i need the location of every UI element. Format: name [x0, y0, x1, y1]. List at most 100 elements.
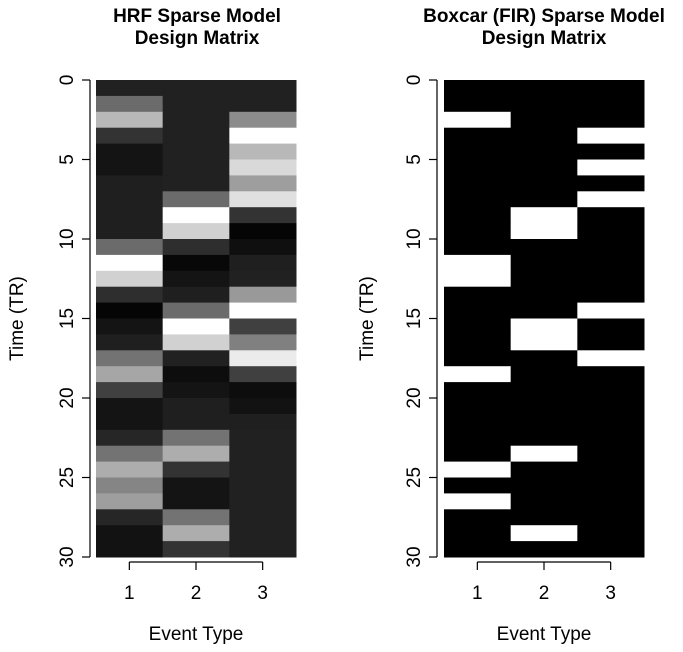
heatmap-cell — [510, 413, 578, 431]
heatmap-cell — [162, 509, 230, 526]
heatmap-cell — [444, 223, 512, 240]
heatmap-cell — [510, 254, 578, 272]
heatmap-cell — [229, 175, 297, 192]
heatmap-cell — [96, 111, 164, 129]
heatmap-cell — [510, 541, 578, 558]
heatmap-cell — [510, 366, 578, 383]
heatmap-cell — [229, 286, 297, 304]
x-tick-label: 1 — [124, 583, 135, 604]
heatmap-cell — [96, 398, 164, 415]
heatmap-cell — [162, 223, 230, 240]
heatmap-cell — [162, 382, 230, 399]
heatmap-cell — [229, 477, 297, 494]
heatmap-cell — [510, 191, 578, 208]
chart-title-line: HRF Sparse Model — [113, 6, 281, 27]
heatmap-cell — [444, 398, 512, 415]
heatmap-cell — [96, 302, 164, 319]
heatmap-cell — [444, 318, 512, 335]
heatmap-cell — [96, 429, 164, 447]
heatmap-cell — [229, 445, 297, 463]
heatmap-cell — [229, 429, 297, 447]
heatmap-cell — [444, 366, 512, 383]
heatmap-cell — [510, 207, 578, 224]
y-tick-label: 30 — [57, 546, 78, 567]
heatmap-cell — [229, 127, 297, 145]
heatmap-cell — [96, 127, 164, 145]
heatmap-cell — [96, 413, 164, 431]
chart-title-line: Design Matrix — [482, 28, 607, 49]
heatmap-cell — [162, 191, 230, 208]
heatmap-cell — [229, 239, 297, 256]
heatmap-cell — [444, 254, 512, 272]
heatmap-cell — [162, 254, 230, 272]
heatmap-cell — [577, 239, 645, 256]
heatmap-cell — [577, 413, 645, 431]
heatmap-cell — [510, 223, 578, 240]
heatmap-cell — [229, 413, 297, 431]
heatmap-cell — [229, 302, 297, 319]
heatmap-cell — [510, 127, 578, 145]
heatmap-cell — [96, 350, 164, 367]
heatmap-cell — [96, 445, 164, 463]
y-tick-label: 5 — [404, 154, 425, 165]
heatmap-cell — [444, 509, 512, 526]
heatmap-cell — [444, 111, 512, 129]
heatmap-cell — [577, 477, 645, 494]
heatmap-cell — [162, 95, 230, 113]
heatmap-cell — [510, 302, 578, 319]
heatmap-cell — [577, 366, 645, 383]
heatmap-cell — [96, 382, 164, 399]
heatmap-cell — [96, 207, 164, 224]
heatmap-cell — [510, 286, 578, 304]
heatmap-cell — [229, 541, 297, 558]
heatmap-cell — [444, 175, 512, 192]
heatmap-cell — [577, 111, 645, 129]
heatmap-cell — [96, 366, 164, 383]
y-tick-label: 10 — [404, 228, 425, 249]
heatmap-cell — [577, 318, 645, 335]
heatmap-cell — [96, 477, 164, 494]
heatmap-cell — [229, 493, 297, 510]
heatmap-cell — [577, 270, 645, 288]
y-tick-label: 25 — [404, 467, 425, 488]
heatmap-cell — [96, 223, 164, 240]
x-axis-label: Event Type — [149, 624, 244, 645]
heatmap-cell — [96, 541, 164, 558]
heatmap-cell — [229, 191, 297, 208]
heatmap-cell — [162, 350, 230, 367]
heatmap-cell — [577, 95, 645, 113]
heatmap-cell — [96, 286, 164, 304]
heatmap-cell — [510, 334, 578, 351]
heatmap-cell — [162, 270, 230, 288]
heatmap-cell — [577, 541, 645, 558]
heatmap-cell — [510, 270, 578, 288]
heatmap-cell — [96, 334, 164, 351]
heatmap-cell — [162, 318, 230, 335]
heatmap-cell — [229, 525, 297, 542]
heatmap-cell — [510, 445, 578, 463]
heatmap-cell — [162, 413, 230, 431]
heatmap-cell — [162, 302, 230, 319]
heatmap-cell — [162, 477, 230, 494]
heatmap-cell — [162, 398, 230, 415]
heatmap-cell — [96, 80, 164, 97]
heatmap-cell — [577, 461, 645, 478]
x-tick-label: 3 — [257, 583, 268, 604]
heatmap-cell — [444, 127, 512, 145]
heatmap-cell — [444, 207, 512, 224]
x-tick-label: 1 — [472, 583, 483, 604]
heatmap-cell — [162, 175, 230, 192]
x-axis-label: Event Type — [497, 624, 592, 645]
heatmap-cell — [510, 509, 578, 526]
heatmap-cell — [577, 223, 645, 240]
heatmap-cell — [444, 445, 512, 463]
y-axis-label: Time (TR) — [357, 276, 378, 361]
heatmap-cell — [96, 525, 164, 542]
heatmap-cell — [510, 429, 578, 447]
heatmap-cell — [229, 350, 297, 367]
heatmap-cell — [444, 525, 512, 542]
heatmap-cell — [229, 366, 297, 383]
heatmap-cell — [577, 143, 645, 160]
